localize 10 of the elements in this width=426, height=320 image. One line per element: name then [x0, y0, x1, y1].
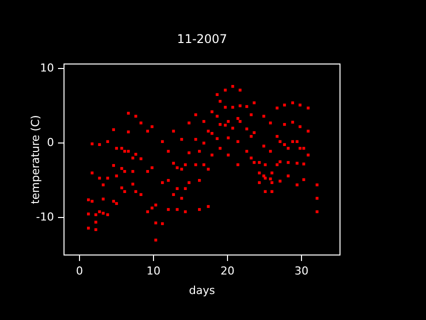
- y-axis-title: temperature (C): [28, 115, 42, 204]
- x-tick-label: 0: [76, 264, 84, 278]
- y-tick-label: 0: [47, 136, 54, 149]
- y-tick-label: 10: [40, 61, 54, 74]
- x-tick-label: 20: [220, 264, 235, 278]
- x-tick-label: 10: [146, 264, 161, 278]
- x-tick-label: 30: [294, 264, 309, 278]
- y-tick-label: -10: [36, 210, 54, 224]
- x-axis-title: days: [189, 284, 216, 297]
- chart-title: 11-2007: [176, 32, 228, 46]
